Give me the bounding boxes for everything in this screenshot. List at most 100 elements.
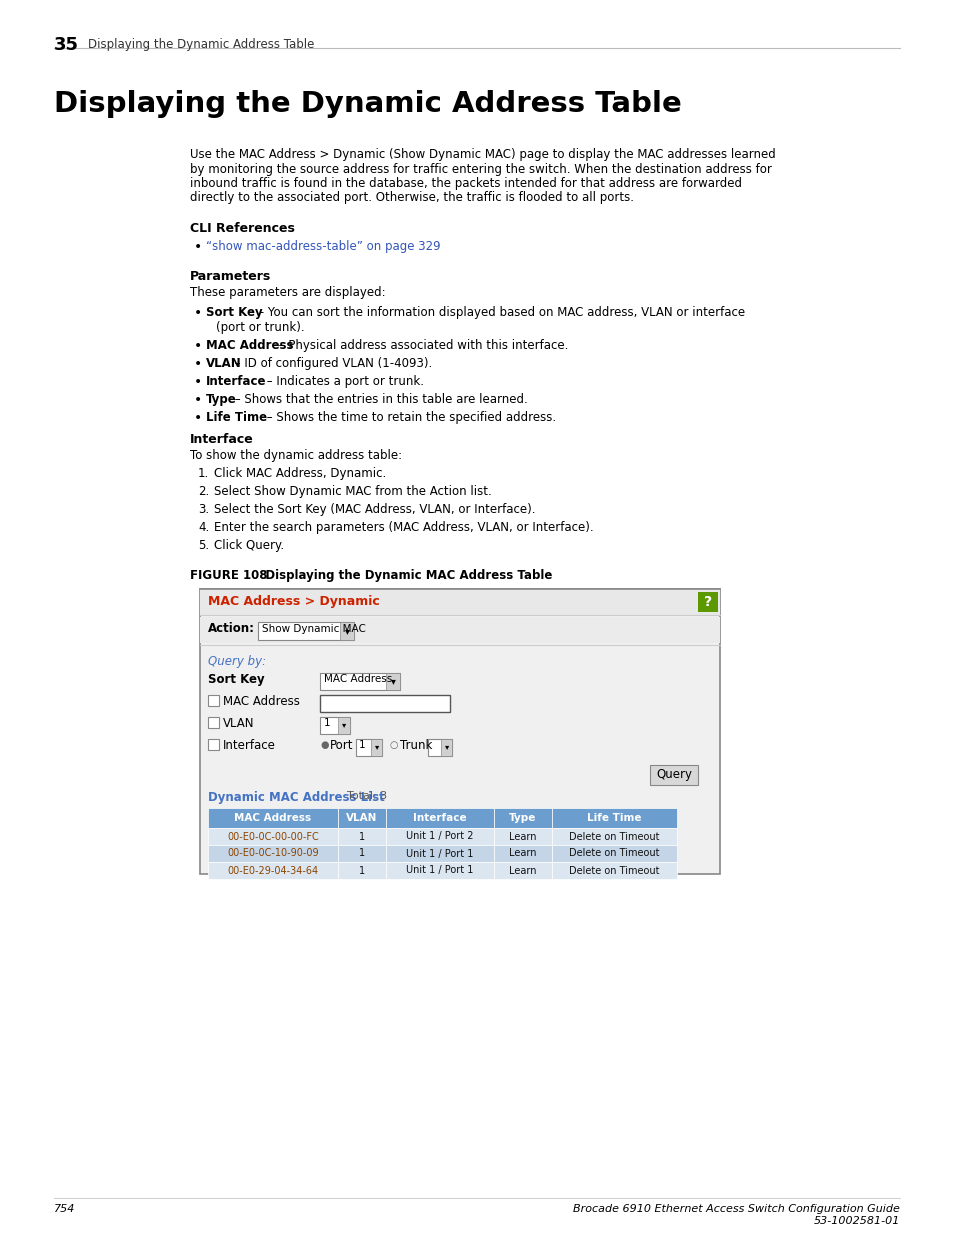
Text: Delete on Timeout: Delete on Timeout (569, 831, 659, 841)
Bar (208, 695, 219, 706)
Bar (371, 739, 381, 756)
Text: Interface: Interface (206, 375, 266, 388)
Text: Select Show Dynamic MAC from the Action list.: Select Show Dynamic MAC from the Action … (213, 485, 491, 498)
Bar (208, 808, 337, 827)
Bar (494, 808, 552, 827)
Text: Type: Type (509, 813, 537, 823)
Text: ▾: ▾ (444, 742, 449, 751)
Text: 53-1002581-01: 53-1002581-01 (813, 1216, 899, 1226)
Bar (337, 718, 350, 734)
Bar (552, 827, 677, 845)
Bar (208, 845, 337, 862)
Bar (552, 808, 677, 827)
Text: 3.: 3. (198, 503, 209, 516)
Bar (552, 862, 677, 879)
Text: Learn: Learn (509, 848, 537, 858)
Text: MAC Address: MAC Address (234, 813, 312, 823)
Text: by monitoring the source address for traffic entering the switch. When the desti: by monitoring the source address for tra… (190, 163, 771, 175)
Text: Query: Query (656, 768, 691, 781)
Bar (319, 673, 399, 690)
Text: These parameters are displayed:: These parameters are displayed: (190, 287, 385, 299)
Bar (319, 695, 450, 713)
Text: ○: ○ (390, 740, 398, 750)
Text: 00-E0-29-04-34-64: 00-E0-29-04-34-64 (227, 866, 318, 876)
Text: Click MAC Address, Dynamic.: Click MAC Address, Dynamic. (213, 467, 386, 480)
Text: – Physical address associated with this interface.: – Physical address associated with this … (275, 338, 568, 352)
Text: VLAN: VLAN (346, 813, 377, 823)
Text: ▾: ▾ (341, 720, 346, 729)
Text: 1: 1 (358, 740, 365, 750)
Bar (494, 862, 552, 879)
Text: •: • (193, 306, 202, 320)
Bar (337, 827, 386, 845)
Text: Delete on Timeout: Delete on Timeout (569, 866, 659, 876)
Text: •: • (193, 411, 202, 425)
Text: 1.: 1. (198, 467, 209, 480)
Bar (337, 808, 386, 827)
Text: Enter the search parameters (MAC Address, VLAN, or Interface).: Enter the search parameters (MAC Address… (213, 521, 593, 534)
Text: MAC Address: MAC Address (206, 338, 294, 352)
Bar (208, 718, 219, 727)
Text: Port: Port (330, 739, 354, 752)
Bar (355, 739, 381, 756)
Text: Life Time: Life Time (587, 813, 641, 823)
Text: – Shows that the entries in this table are learned.: – Shows that the entries in this table a… (231, 393, 527, 406)
Bar (208, 827, 337, 845)
Text: Type: Type (206, 393, 236, 406)
Bar (552, 845, 677, 862)
Text: Interface: Interface (413, 813, 466, 823)
Bar (494, 827, 552, 845)
Text: Unit 1 / Port 1: Unit 1 / Port 1 (406, 866, 474, 876)
Text: 00-E0-0C-00-00-FC: 00-E0-0C-00-00-FC (227, 831, 318, 841)
Text: Click Query.: Click Query. (213, 538, 284, 552)
Text: Select the Sort Key (MAC Address, VLAN, or Interface).: Select the Sort Key (MAC Address, VLAN, … (213, 503, 535, 516)
Text: 5.: 5. (198, 538, 209, 552)
Text: Interface: Interface (190, 433, 253, 446)
Text: Query by:: Query by: (208, 655, 266, 668)
Text: Learn: Learn (509, 831, 537, 841)
Text: inbound traffic is found in the database, the packets intended for that address : inbound traffic is found in the database… (190, 177, 741, 190)
Bar (386, 673, 399, 690)
Text: •: • (193, 393, 202, 408)
Text: ▾: ▾ (375, 742, 378, 751)
Text: Parameters: Parameters (190, 270, 271, 283)
Text: ▾: ▾ (390, 676, 395, 685)
Text: (port or trunk).: (port or trunk). (215, 321, 304, 333)
Bar (649, 764, 698, 785)
Bar (208, 862, 337, 879)
Text: Life Time: Life Time (206, 411, 267, 424)
Text: MAC Address > Dynamic: MAC Address > Dynamic (208, 595, 379, 608)
Text: •: • (193, 338, 202, 353)
Text: VLAN: VLAN (206, 357, 241, 370)
Text: Trunk: Trunk (399, 739, 432, 752)
Text: directly to the associated port. Otherwise, the traffic is flooded to all ports.: directly to the associated port. Otherwi… (190, 191, 634, 205)
Bar (386, 827, 494, 845)
Text: “show mac-address-table” on page 329: “show mac-address-table” on page 329 (206, 240, 440, 253)
Text: Show Dynamic MAC: Show Dynamic MAC (262, 624, 366, 634)
Bar (386, 845, 494, 862)
Text: 1: 1 (358, 866, 365, 876)
Text: Interface: Interface (223, 739, 275, 752)
Text: 1: 1 (324, 718, 331, 727)
Text: 1: 1 (358, 848, 365, 858)
Text: ▾: ▾ (344, 626, 349, 636)
Bar (386, 862, 494, 879)
Text: Sort Key: Sort Key (206, 306, 262, 319)
Text: 4.: 4. (198, 521, 209, 534)
Text: MAC Address: MAC Address (324, 674, 392, 684)
Text: •: • (193, 357, 202, 370)
Bar (208, 739, 219, 750)
Text: Displaying the Dynamic Address Table: Displaying the Dynamic Address Table (88, 38, 314, 51)
Text: Use the MAC Address > Dynamic (Show Dynamic MAC) page to display the MAC address: Use the MAC Address > Dynamic (Show Dyna… (190, 148, 775, 161)
Bar (386, 808, 494, 827)
Text: ?: ? (703, 595, 711, 609)
Text: – ID of configured VLAN (1-4093).: – ID of configured VLAN (1-4093). (231, 357, 432, 370)
Text: Displaying the Dynamic Address Table: Displaying the Dynamic Address Table (54, 90, 681, 119)
Text: MAC Address: MAC Address (223, 695, 299, 708)
Text: Delete on Timeout: Delete on Timeout (569, 848, 659, 858)
Bar (440, 739, 452, 756)
Bar (428, 739, 452, 756)
Bar (200, 589, 720, 874)
Text: Action:: Action: (208, 622, 254, 635)
Bar (337, 862, 386, 879)
